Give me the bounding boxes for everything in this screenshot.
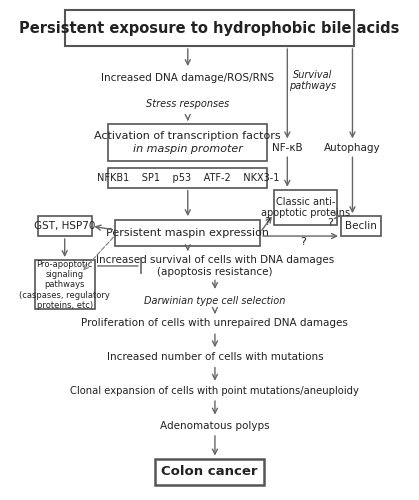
Text: Increased number of cells with mutations: Increased number of cells with mutations: [106, 352, 323, 362]
FancyBboxPatch shape: [341, 216, 381, 236]
FancyBboxPatch shape: [108, 124, 267, 162]
Text: ?: ?: [264, 217, 270, 227]
FancyBboxPatch shape: [115, 220, 260, 246]
Text: Pro-apoptotic
signaling
pathways
(caspases, regulatory
proteins, etc): Pro-apoptotic signaling pathways (caspas…: [19, 260, 110, 310]
Text: Activation of transcription factors: Activation of transcription factors: [94, 132, 281, 141]
Text: Stress responses: Stress responses: [146, 99, 230, 109]
FancyBboxPatch shape: [274, 190, 337, 225]
Text: ?: ?: [327, 218, 333, 228]
Text: Clonal expansion of cells with point mutations/aneuploidy: Clonal expansion of cells with point mut…: [70, 386, 360, 396]
Text: Colon cancer: Colon cancer: [161, 466, 258, 478]
Text: Persistent exposure to hydrophobic bile acids: Persistent exposure to hydrophobic bile …: [19, 20, 400, 36]
Text: Persistent maspin expression: Persistent maspin expression: [106, 228, 269, 237]
FancyBboxPatch shape: [35, 260, 95, 310]
FancyBboxPatch shape: [155, 459, 264, 485]
Text: GST, HSP70: GST, HSP70: [34, 221, 96, 231]
Text: Increased DNA damage/ROS/RNS: Increased DNA damage/ROS/RNS: [101, 73, 274, 83]
Text: Increased survival of cells with DNA damages
(apoptosis resistance): Increased survival of cells with DNA dam…: [96, 255, 334, 277]
Text: Beclin: Beclin: [345, 221, 377, 231]
FancyBboxPatch shape: [65, 10, 354, 46]
Text: in maspin promoter: in maspin promoter: [133, 144, 243, 154]
Text: Survival
pathways: Survival pathways: [289, 70, 336, 92]
Text: Darwinian type cell selection: Darwinian type cell selection: [144, 296, 286, 306]
Text: NF-κB: NF-κB: [272, 143, 303, 153]
Text: Adenomatous polyps: Adenomatous polyps: [160, 420, 270, 430]
FancyBboxPatch shape: [108, 168, 267, 188]
Text: Classic anti-
apoptotic proteins: Classic anti- apoptotic proteins: [261, 197, 350, 218]
FancyBboxPatch shape: [38, 216, 91, 236]
Text: ?: ?: [300, 237, 306, 247]
Text: Proliferation of cells with unrepaired DNA damages: Proliferation of cells with unrepaired D…: [81, 318, 348, 328]
Text: NFKB1    SP1    p53    ATF-2    NKX3-1: NFKB1 SP1 p53 ATF-2 NKX3-1: [97, 172, 279, 182]
Text: Autophagy: Autophagy: [324, 143, 381, 153]
